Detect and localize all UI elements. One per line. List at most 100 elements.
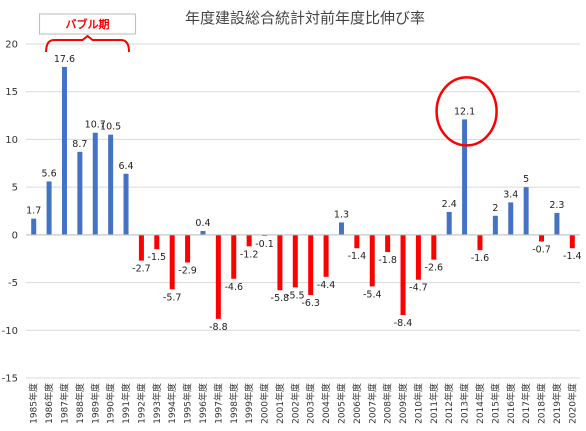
data-label: 1.3 xyxy=(334,209,349,220)
chart-title: 年度建設総合統計対前年度比伸び率 xyxy=(185,9,425,27)
bar xyxy=(539,234,545,242)
x-tick-label: 2015年度 xyxy=(489,383,501,424)
data-label: 10.7 xyxy=(85,120,106,131)
x-tick-label: 2013年度 xyxy=(459,383,471,424)
bar xyxy=(92,132,98,235)
bar xyxy=(415,234,421,280)
data-label: 0.4 xyxy=(195,218,210,229)
data-label: -5.8 xyxy=(271,293,290,304)
data-label: 17.6 xyxy=(54,54,75,65)
data-label: -0.1 xyxy=(255,239,274,250)
bar xyxy=(231,234,237,279)
x-tick-label: 2014年度 xyxy=(474,383,486,424)
bar xyxy=(477,234,483,251)
bubble-period-bracket xyxy=(45,34,131,53)
x-tick-label: 1997年度 xyxy=(212,383,224,424)
data-label: 1.7 xyxy=(26,206,41,217)
x-tick-label: 2007年度 xyxy=(366,383,378,424)
bar xyxy=(492,215,498,235)
bar xyxy=(338,222,344,235)
bar xyxy=(215,234,221,319)
x-tick-label: 1993年度 xyxy=(151,383,163,424)
y-tick-label: -5 xyxy=(8,278,18,289)
data-label: -4.4 xyxy=(317,280,336,291)
bar xyxy=(77,151,83,235)
data-label: -5.7 xyxy=(163,292,182,303)
data-label: -0.7 xyxy=(532,245,551,256)
x-tick-label: 1991年度 xyxy=(120,383,132,424)
x-tick-label: 2011年度 xyxy=(428,383,440,424)
bubble-period-label-box xyxy=(39,13,137,35)
x-tick-label: 2020年度 xyxy=(566,383,578,424)
x-tick-label: 1995年度 xyxy=(182,383,194,424)
x-tick-label: 1998年度 xyxy=(228,383,240,424)
y-tick-label: 20 xyxy=(5,40,18,51)
data-label: 12.1 xyxy=(454,106,475,117)
bar xyxy=(292,234,298,288)
data-label: -2.6 xyxy=(425,263,444,274)
x-tick-label: 2002年度 xyxy=(289,383,301,424)
x-tick-label: 1986年度 xyxy=(43,383,55,424)
bar xyxy=(61,66,67,235)
data-label: -4.6 xyxy=(224,282,243,293)
y-tick-label: -15 xyxy=(2,374,18,385)
x-tick-label: 2001年度 xyxy=(274,383,286,424)
x-tick-label: 1985年度 xyxy=(28,383,40,424)
data-label: 2.4 xyxy=(442,199,457,210)
bar xyxy=(200,231,206,235)
data-label: 5 xyxy=(523,174,529,185)
bar xyxy=(462,119,468,235)
x-tick-label: 2010年度 xyxy=(412,383,424,424)
bar xyxy=(138,234,144,261)
data-label: -1.4 xyxy=(348,251,367,262)
bubble-period-label: バブル期 xyxy=(66,17,110,31)
x-tick-label: 2008年度 xyxy=(382,383,394,424)
x-tick-label: 2017年度 xyxy=(520,383,532,424)
data-label: -6.3 xyxy=(301,298,320,309)
y-tick-label: -10 xyxy=(2,326,18,337)
y-tick-label: 5 xyxy=(12,183,18,194)
x-tick-label: 2006年度 xyxy=(351,383,363,424)
bars xyxy=(31,66,575,319)
bar xyxy=(354,234,360,249)
bar xyxy=(123,173,129,235)
highlight-circle xyxy=(435,76,498,147)
bar xyxy=(554,212,560,235)
x-tick-label: 1996年度 xyxy=(197,383,209,424)
annotations: バブル期 xyxy=(39,13,498,147)
data-label: -8.8 xyxy=(209,322,228,333)
data-label: -1.2 xyxy=(240,249,259,260)
bar xyxy=(431,234,437,260)
bar xyxy=(46,181,52,235)
x-tick-label: 1992年度 xyxy=(135,383,147,424)
x-tick-label: 2016年度 xyxy=(505,383,517,424)
y-tick-label: 15 xyxy=(5,87,18,98)
bar xyxy=(154,234,160,250)
data-label: -1.6 xyxy=(471,253,490,264)
x-axis-ticks: 1985年度 1986年度 1987年度 1988年度 1989年度 1990年度 1991… xyxy=(28,383,579,424)
x-tick-label: 1999年度 xyxy=(243,383,255,424)
y-axis-ticks: 20 15 10 5 0 -5 -10 -15 xyxy=(2,40,18,385)
x-tick-label: 2018年度 xyxy=(536,383,548,424)
bar xyxy=(446,211,452,235)
data-label: -1.8 xyxy=(378,255,397,266)
bar xyxy=(400,234,406,316)
data-label: 10.5 xyxy=(100,122,121,133)
x-tick-label: 1990年度 xyxy=(105,383,117,424)
x-tick-label: 2000年度 xyxy=(259,383,271,424)
x-tick-label: 1989年度 xyxy=(89,383,101,424)
data-label: -4.7 xyxy=(409,283,428,294)
x-tick-label: 2019年度 xyxy=(551,383,563,424)
bar xyxy=(523,187,529,235)
bar xyxy=(323,234,329,277)
x-tick-label: 1988年度 xyxy=(74,383,86,424)
bar xyxy=(277,234,283,291)
bar xyxy=(185,234,191,263)
data-label: -8.4 xyxy=(394,318,413,329)
data-label: 5.6 xyxy=(42,168,57,179)
data-label: -2.7 xyxy=(132,264,151,275)
data-label: -5.4 xyxy=(363,289,382,300)
bar xyxy=(508,202,514,235)
